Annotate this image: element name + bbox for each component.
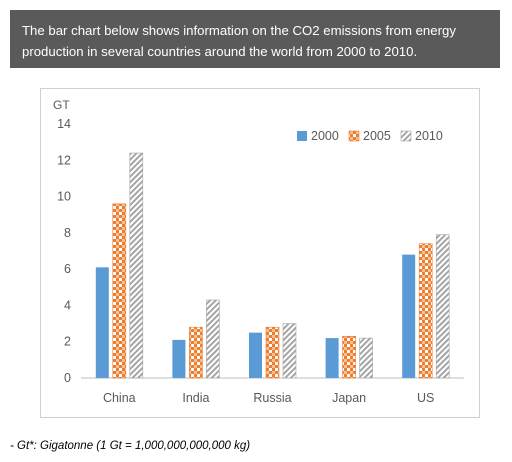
bar-japan-2000 [325, 338, 339, 378]
x-tick-label: India [182, 391, 209, 405]
legend-swatch-2010 [400, 130, 412, 142]
y-tick-label: 0 [64, 371, 71, 385]
bar-japan-2005 [342, 335, 356, 379]
x-tick-label: Russia [253, 391, 291, 405]
y-axis-label: GT [53, 98, 70, 112]
y-tick-label: 14 [57, 117, 71, 131]
y-tick-label: 8 [64, 226, 71, 240]
y-tick-label: 12 [57, 153, 71, 167]
bar-japan-2010 [359, 337, 373, 379]
bar-india-2005 [189, 326, 203, 379]
y-tick-label: 10 [57, 190, 71, 204]
bar-us-2005 [418, 243, 433, 379]
legend-label-2005: 2005 [363, 129, 391, 143]
legend-swatch-2005 [348, 130, 360, 142]
bar-russia-2000 [249, 332, 262, 378]
co2-bar-chart: GT 0 2 4 6 8 10 12 14 China India Russia Japan US 2… [53, 98, 464, 405]
description-banner: The bar chart below shows information on… [10, 10, 500, 68]
bar-us-2010 [435, 234, 450, 379]
bar-russia-2010 [282, 323, 297, 379]
banner-line-2: production in several countries around t… [22, 44, 418, 59]
legend-swatch-2000 [297, 131, 307, 141]
y-tick-label: 2 [64, 335, 71, 349]
footnote: - Gt*: Gigatonne (1 Gt = 1,000,000,000,0… [10, 440, 251, 452]
banner-line-1: The bar chart below shows information on… [22, 23, 456, 38]
x-tick-label: Japan [332, 391, 366, 405]
chart-container: GT 0 2 4 6 8 10 12 14 China India Russia Japan US 2… [40, 88, 480, 418]
bar-india-2000 [172, 339, 186, 378]
bar-china-2005 [112, 203, 127, 379]
x-tick-label: China [103, 391, 136, 405]
y-tick-label: 4 [64, 298, 71, 312]
legend-label-2000: 2000 [311, 129, 339, 143]
y-tick-label: 6 [64, 262, 71, 276]
bar-us-2000 [402, 254, 416, 378]
bar-russia-2005 [265, 326, 280, 379]
legend: 2000 2005 2010 [297, 129, 443, 143]
legend-label-2010: 2010 [415, 129, 443, 143]
bar-china-2010 [129, 152, 144, 379]
bar-india-2010 [206, 299, 220, 379]
bar-china-2000 [95, 267, 109, 378]
x-tick-label: US [417, 391, 434, 405]
bars: China India Russia Japan US [95, 152, 450, 405]
